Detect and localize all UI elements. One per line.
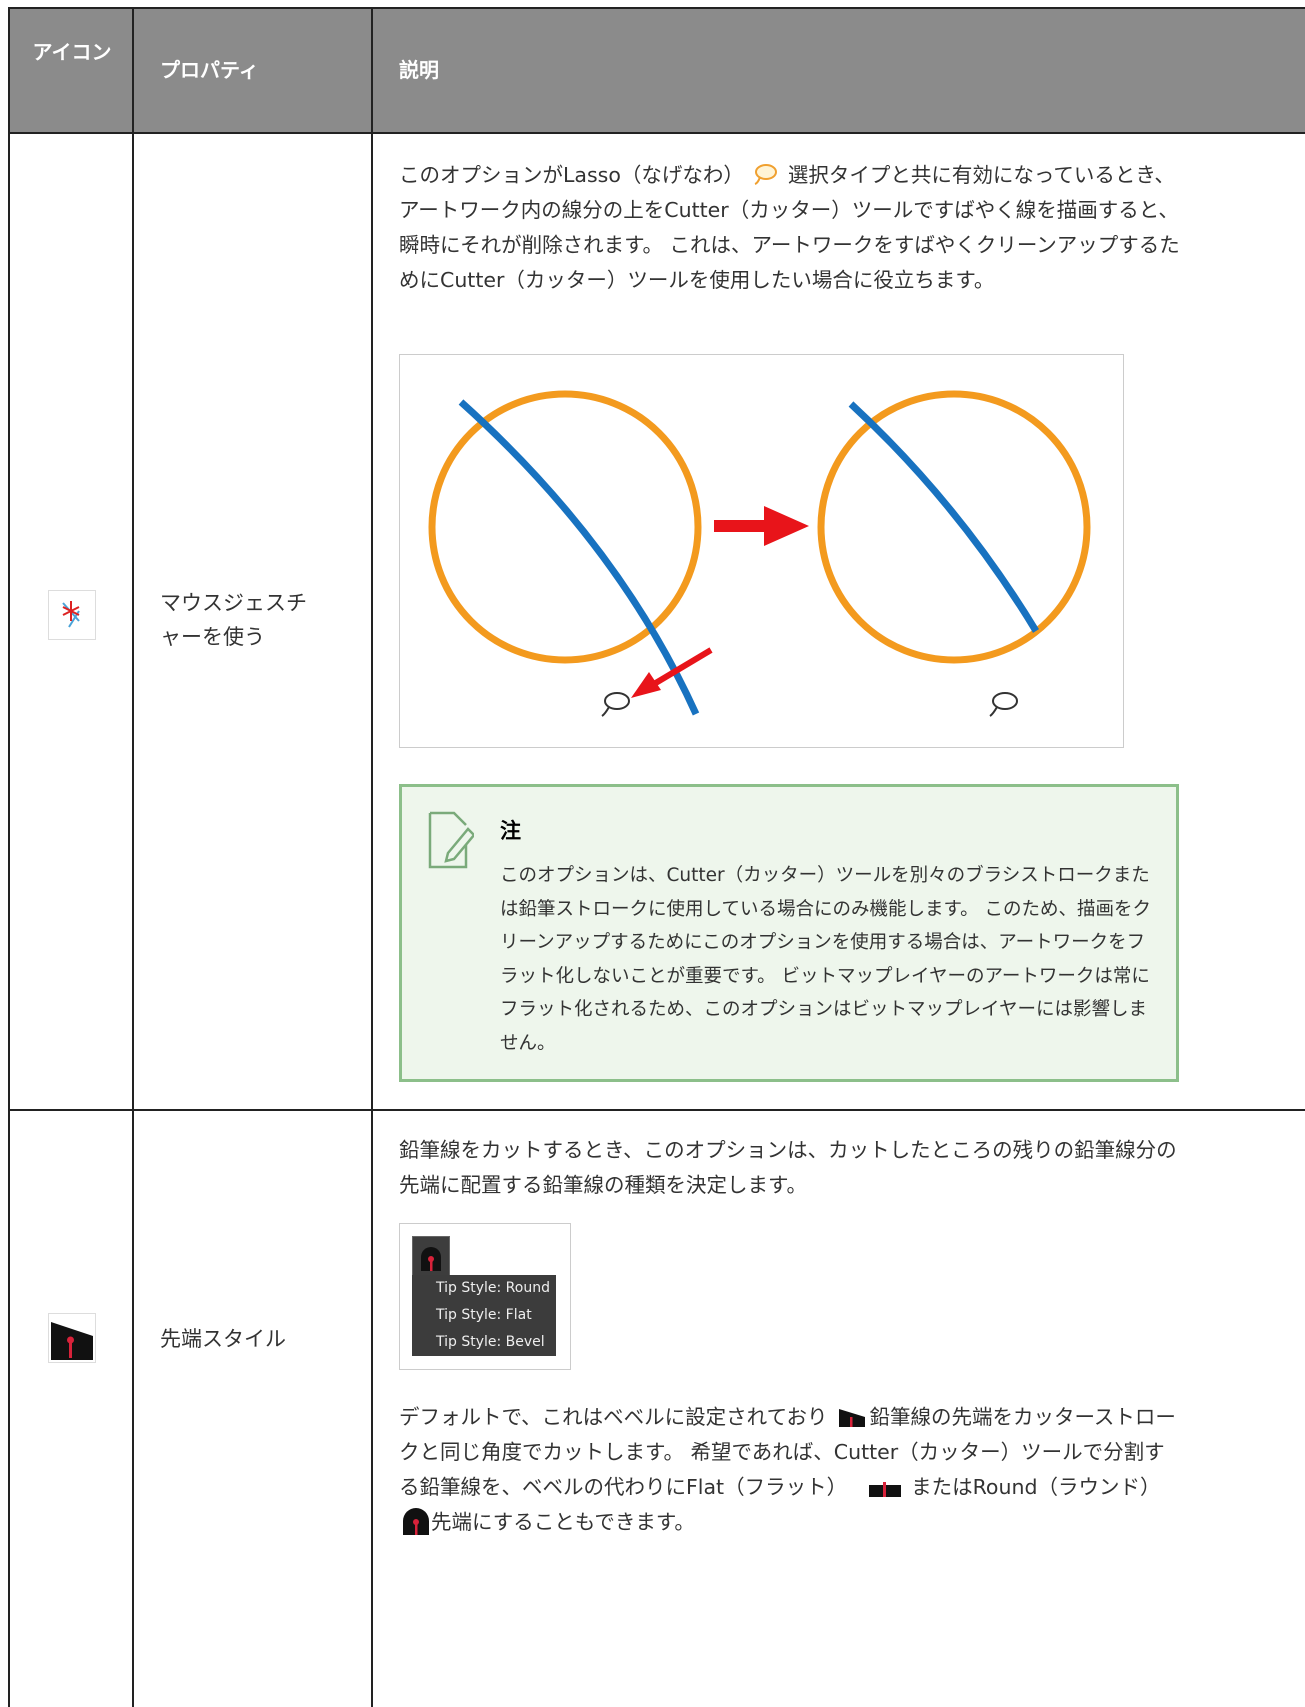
- description: デフォルトで、これはベベルに設定されており 鉛筆線の先端をカッターストロークと同じ…: [399, 1400, 1184, 1540]
- note-title: 注: [500, 819, 521, 843]
- flat-icon: [869, 1482, 902, 1497]
- menu-item: Tip Style: Round: [436, 1280, 550, 1296]
- header-row: [8, 8, 1305, 133]
- note-icon: [428, 811, 474, 869]
- tip-icon: [48, 1313, 96, 1363]
- property: マウスジェスチャーを使う: [160, 591, 307, 649]
- bevel-icon: [839, 1409, 866, 1427]
- border: [8, 1109, 1305, 1111]
- border: [371, 8, 373, 1707]
- icon: [62, 601, 80, 628]
- note-box: 注 このオプションは、Cutter（カッター）ツールを別々のブラシストロークまた…: [399, 784, 1179, 1082]
- header-icon: アイコン: [32, 40, 112, 64]
- description: このオプションがLasso（なげなわ） 選択タイプと共に有効になっているとき、アー…: [399, 158, 1184, 298]
- menu: Tip Style: Round Tip Style: Flat Tip Sty…: [412, 1275, 556, 1356]
- tip-button: [412, 1236, 450, 1276]
- note-text: このオプションは、Cutter（カッター）ツールを別々のブラシストロークまたは鉛…: [500, 865, 1151, 1054]
- border: [132, 8, 134, 1707]
- border: [8, 132, 1305, 134]
- round-icon: [403, 1508, 429, 1535]
- text: 鉛筆線の先端をカッターストロークと同じ角度でカットします。 希望であれば、Cut…: [399, 1405, 1176, 1499]
- gesture-icon: [48, 590, 96, 640]
- text: デフォルトで、これはベベルに設定されており: [399, 1405, 828, 1429]
- text: 選択タイプと共に有効になっているとき、アートワーク内の線分の上をCutter（カ…: [399, 163, 1180, 292]
- text: 先端にすることもできます。: [431, 1510, 695, 1534]
- menu-item: Tip Style: Flat: [436, 1307, 532, 1323]
- description: 鉛筆線をカットするとき、このオプションは、カットしたところの残りの鉛筆線分の先端…: [399, 1138, 1177, 1197]
- property: 先端スタイル: [160, 1327, 286, 1351]
- menu-image: Tip Style: Round Tip Style: Flat Tip Sty…: [399, 1223, 571, 1370]
- text: またはRound（ラウンド）: [911, 1475, 1161, 1499]
- icon: [51, 1322, 93, 1360]
- lasso-icon: [754, 164, 777, 185]
- text: このオプションがLasso（なげなわ）: [399, 163, 744, 187]
- menu-item: Tip Style: Bevel: [436, 1334, 545, 1350]
- illustration: [399, 354, 1124, 748]
- header-description: 説明: [399, 58, 439, 82]
- header-property: プロパティ: [160, 58, 259, 82]
- icon: [421, 1247, 441, 1271]
- border: [8, 8, 10, 1707]
- border: [8, 7, 1305, 9]
